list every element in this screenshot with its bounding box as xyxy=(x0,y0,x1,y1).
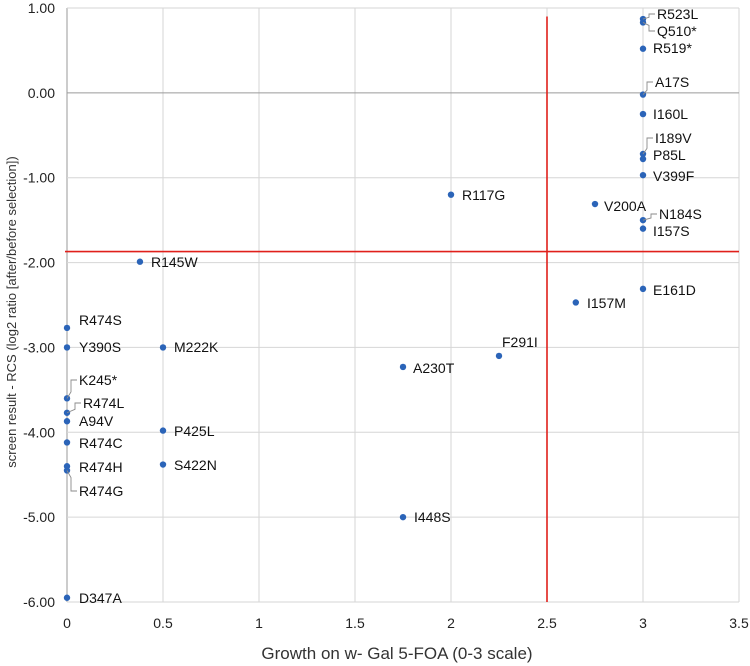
data-points xyxy=(63,15,647,601)
point-label: A17S xyxy=(655,74,689,90)
leader-line xyxy=(66,470,77,492)
data-point xyxy=(639,285,647,293)
point-label: I157S xyxy=(653,223,690,239)
point-label: Q510* xyxy=(657,23,697,39)
point-label: R474G xyxy=(79,483,123,499)
data-point xyxy=(63,594,71,601)
leader-line xyxy=(642,81,653,95)
point-label: P85L xyxy=(653,147,686,163)
data-point xyxy=(159,427,167,434)
x-tick-label: 3.5 xyxy=(729,615,749,631)
data-point xyxy=(639,110,647,118)
x-tick-label: 3 xyxy=(639,615,647,631)
point-label: P425L xyxy=(174,423,215,439)
data-point xyxy=(591,200,599,208)
data-point xyxy=(63,439,71,446)
x-tick-label: 2 xyxy=(447,615,455,631)
data-point xyxy=(399,513,407,521)
point-label: R474C xyxy=(79,435,123,451)
data-point xyxy=(159,461,167,468)
y-tick-label: -1.00 xyxy=(23,170,55,186)
data-point xyxy=(63,418,71,425)
point-label: R519* xyxy=(653,40,692,56)
leader-line xyxy=(642,137,653,155)
point-label: E161D xyxy=(653,282,696,298)
point-label: R474L xyxy=(83,395,124,411)
data-point xyxy=(495,352,503,360)
data-point xyxy=(63,344,71,351)
point-label: R474H xyxy=(79,459,123,475)
leader-line xyxy=(66,402,81,414)
point-label: S422N xyxy=(174,457,217,473)
y-tick-label: 1.00 xyxy=(28,0,55,16)
grid-lines xyxy=(66,7,740,603)
y-tick-label: -3.00 xyxy=(23,339,55,355)
point-label: V399F xyxy=(653,168,694,184)
x-tick-label: 1 xyxy=(255,615,263,631)
point-label: R117G xyxy=(462,187,505,203)
data-point xyxy=(447,191,455,198)
point-label: R523L xyxy=(657,6,698,22)
data-point xyxy=(639,171,647,179)
point-label: R145W xyxy=(151,254,198,270)
leader-line xyxy=(642,22,655,32)
point-label: V200A xyxy=(604,198,647,214)
leader-lines xyxy=(66,13,657,492)
data-point xyxy=(136,258,144,265)
x-tick-label: 0.5 xyxy=(153,615,173,631)
x-tick-label: 2.5 xyxy=(537,615,557,631)
data-point xyxy=(639,19,647,26)
point-label: I157M xyxy=(587,295,626,311)
data-point xyxy=(639,225,647,232)
point-label: I189V xyxy=(655,130,692,146)
y-tick-label: -2.00 xyxy=(23,255,55,271)
y-tick-label: -5.00 xyxy=(23,509,55,525)
data-point xyxy=(399,363,407,371)
leader-line xyxy=(642,213,657,221)
data-point xyxy=(572,299,579,306)
x-tick-label: 1.5 xyxy=(345,615,365,631)
point-label: A94V xyxy=(79,413,114,429)
y-tick-label: -4.00 xyxy=(23,424,55,440)
leader-line xyxy=(642,13,655,20)
y-tick-label: 0.00 xyxy=(28,85,55,101)
leader-line xyxy=(66,379,77,399)
data-point xyxy=(639,155,647,163)
point-label: N184S xyxy=(659,206,702,222)
data-point xyxy=(63,324,71,332)
point-label: F291I xyxy=(502,334,538,350)
point-label: R474S xyxy=(79,312,122,328)
point-label: I160L xyxy=(653,106,688,122)
point-label: K245* xyxy=(79,372,118,388)
data-point xyxy=(159,344,167,351)
point-label: I448S xyxy=(414,509,451,525)
threshold-lines xyxy=(65,16,739,602)
x-axis-title: Growth on w- Gal 5-FOA (0-3 scale) xyxy=(261,644,532,663)
point-label: M222K xyxy=(174,339,219,355)
x-tick-label: 0 xyxy=(63,615,71,631)
y-tick-label: -6.00 xyxy=(23,594,55,610)
point-label: D347A xyxy=(79,590,122,606)
point-label: Y390S xyxy=(79,339,121,355)
y-axis-title: screen result - RCS (log2 ratio [after/b… xyxy=(4,156,19,467)
point-label: A230T xyxy=(413,360,455,376)
data-point xyxy=(639,45,647,52)
tick-labels: 0 0.5 1 1.5 2 2.5 3 3.5 1.00 0.00 -1.00 -2.00 -3.00 -… xyxy=(23,0,749,631)
